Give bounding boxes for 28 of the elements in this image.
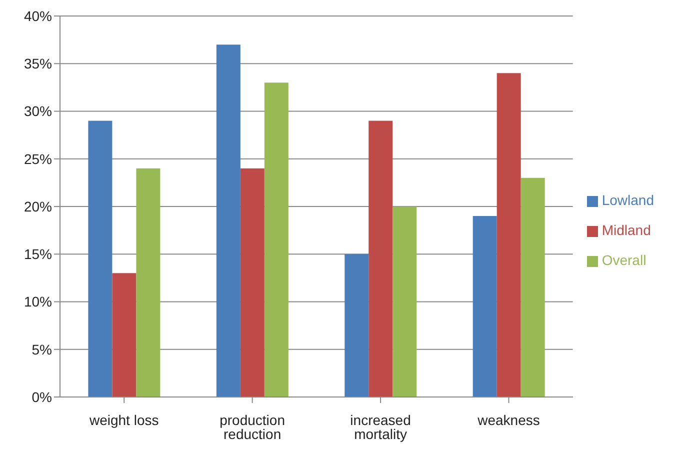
bar xyxy=(264,82,288,397)
bar xyxy=(112,273,136,397)
x-tick-label: weakness xyxy=(476,412,540,428)
bar xyxy=(368,120,393,397)
legend-label: Midland xyxy=(602,222,651,238)
x-tick-label: weight loss xyxy=(88,412,159,428)
y-tick-label: 35% xyxy=(24,56,52,72)
y-tick-label: 0% xyxy=(32,388,52,405)
bar xyxy=(472,216,497,397)
y-tick-label: 5% xyxy=(32,341,52,358)
legend-label: Overall xyxy=(602,252,646,268)
bar xyxy=(392,206,417,397)
y-tick-label: 30% xyxy=(24,103,52,120)
bar xyxy=(240,168,264,397)
y-tick-label: 25% xyxy=(24,150,52,167)
bar xyxy=(496,73,521,397)
y-tick-label: 15% xyxy=(24,246,52,262)
bar xyxy=(520,178,545,397)
bar xyxy=(88,120,112,397)
bar xyxy=(216,44,240,397)
bar xyxy=(344,254,369,397)
y-tick-label: 20% xyxy=(24,198,52,214)
x-tick-label: production reduction xyxy=(220,412,286,442)
y-tick-label: 40% xyxy=(24,8,52,24)
bar xyxy=(136,168,160,397)
legend-label: Lowland xyxy=(602,192,654,208)
y-tick-label: 10% xyxy=(24,294,52,310)
x-tick-label: increased mortality xyxy=(350,412,411,442)
